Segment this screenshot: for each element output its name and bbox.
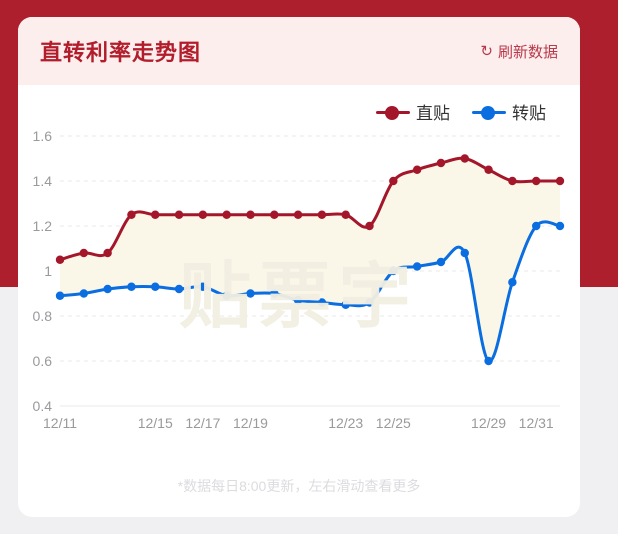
series-line-转贴 <box>58 220 562 363</box>
legend-marker-zhitie <box>376 104 410 120</box>
data-point[interactable] <box>389 266 398 276</box>
data-point[interactable] <box>317 210 327 219</box>
data-point[interactable] <box>341 210 350 219</box>
chart-card: 直转利率走势图 ↻ 刷新数据 直贴 转贴 贴票宇 0.4 0.6 0.8 1 1.2 1.… <box>18 17 580 517</box>
x-axis-tick-label: 12/17 <box>185 415 220 431</box>
data-point[interactable] <box>460 248 469 258</box>
legend-item-zhuantie[interactable]: 转贴 <box>472 99 546 124</box>
data-point[interactable] <box>127 210 136 219</box>
data-point[interactable] <box>174 210 184 219</box>
y-axis-tick-label: 1.2 <box>33 218 53 234</box>
data-point[interactable] <box>460 154 469 163</box>
x-axis-tick-label: 12/15 <box>138 415 173 431</box>
data-point[interactable] <box>436 257 446 267</box>
y-axis-tick-label: 0.4 <box>33 398 53 414</box>
data-point[interactable] <box>127 282 136 291</box>
data-point[interactable] <box>270 289 279 298</box>
data-point[interactable] <box>555 221 565 231</box>
data-point[interactable] <box>317 298 327 307</box>
data-point[interactable] <box>270 210 279 219</box>
data-point[interactable] <box>365 298 374 307</box>
data-point[interactable] <box>222 291 231 300</box>
data-point[interactable] <box>79 248 89 258</box>
chart-area[interactable]: 贴票宇 0.4 0.6 0.8 1 1.2 1.4 1.6 12/11 12/15 12/17 12… <box>18 124 580 454</box>
legend-item-zhitie[interactable]: 直贴 <box>376 99 450 124</box>
data-point[interactable] <box>531 221 541 231</box>
page-title: 直转利率走势图 <box>40 40 202 65</box>
data-point[interactable] <box>412 262 422 271</box>
y-axis-tick-label: 1.4 <box>33 173 53 189</box>
data-point[interactable] <box>555 176 565 186</box>
data-point[interactable] <box>389 176 398 186</box>
data-point[interactable] <box>293 210 303 219</box>
y-axis-tick-label: 0.6 <box>33 353 53 369</box>
card-header: 直转利率走势图 ↻ 刷新数据 <box>18 17 580 85</box>
x-axis-tick-label: 12/11 <box>43 415 77 431</box>
x-axis-tick-label: 12/23 <box>328 415 363 431</box>
data-point[interactable] <box>484 165 493 174</box>
chart-legend: 直贴 转贴 <box>18 85 580 124</box>
data-point[interactable] <box>341 300 350 309</box>
legend-label-zhuantie: 转贴 <box>512 104 546 123</box>
data-point[interactable] <box>222 210 231 219</box>
data-point[interactable] <box>55 291 65 300</box>
y-axis-tick-label: 1 <box>44 263 52 279</box>
data-point[interactable] <box>198 210 208 219</box>
series-area-fill <box>60 158 560 362</box>
data-point[interactable] <box>246 289 255 298</box>
data-point[interactable] <box>365 221 374 231</box>
data-point[interactable] <box>151 210 160 219</box>
x-axis-tick-label: 12/25 <box>376 415 411 431</box>
data-point[interactable] <box>55 255 65 264</box>
data-point[interactable] <box>103 284 112 294</box>
x-axis-tick-label: 12/29 <box>471 415 506 431</box>
series-line-直贴 <box>58 156 562 262</box>
x-axis-tick-label: 12/19 <box>233 415 268 431</box>
refresh-data-button[interactable]: ↻ 刷新数据 <box>480 41 558 62</box>
y-axis-tick-label: 0.8 <box>33 308 53 324</box>
data-point[interactable] <box>79 289 89 298</box>
refresh-icon: ↻ <box>480 42 493 60</box>
data-point[interactable] <box>103 248 112 258</box>
y-axis-tick-label: 1.6 <box>33 128 53 144</box>
data-point[interactable] <box>508 176 517 186</box>
refresh-label: 刷新数据 <box>497 43 558 61</box>
legend-marker-zhuantie <box>472 104 506 120</box>
data-point[interactable] <box>293 296 303 305</box>
data-point[interactable] <box>198 282 208 291</box>
data-point[interactable] <box>531 176 541 186</box>
legend-label-zhitie: 直贴 <box>416 104 450 123</box>
data-point[interactable] <box>436 158 446 168</box>
data-point[interactable] <box>174 284 184 294</box>
data-point[interactable] <box>484 356 493 366</box>
footer-note: *数据每日8:00更新，左右滑动查看更多 <box>177 478 421 494</box>
data-point[interactable] <box>151 282 160 291</box>
data-point[interactable] <box>508 278 517 287</box>
data-point[interactable] <box>412 165 422 174</box>
line-chart[interactable]: 0.4 0.6 0.8 1 1.2 1.4 1.6 12/11 12/15 12/17 12/19 1… <box>18 124 580 454</box>
x-axis-tick-label: 12/31 <box>519 415 554 431</box>
data-point[interactable] <box>246 210 255 219</box>
